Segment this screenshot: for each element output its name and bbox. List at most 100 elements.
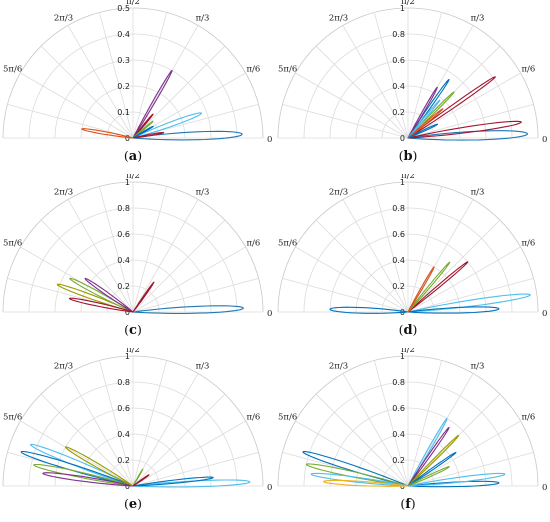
- lobe-line: [132, 112, 202, 139]
- grid-spoke: [342, 373, 409, 487]
- r-tick-label: 1: [400, 352, 405, 361]
- grid-spoke: [407, 219, 501, 313]
- lobe-line: [407, 472, 506, 487]
- lobe-line: [407, 451, 457, 487]
- lobe-line: [310, 472, 409, 487]
- lobe-line: [132, 476, 214, 487]
- r-tick-label: 0.2: [117, 82, 130, 91]
- lobe-line: [407, 108, 444, 139]
- grid-spoke: [132, 246, 246, 313]
- r-tick-label: 0.2: [392, 108, 405, 117]
- grid-spoke: [295, 72, 409, 139]
- grid-spoke: [132, 451, 259, 487]
- angle-label: π/3: [196, 14, 210, 24]
- grid-spoke: [315, 45, 409, 139]
- angle-label: 5π/6: [278, 239, 297, 249]
- angle-label: 2π/3: [329, 188, 348, 198]
- angle-label: π/6: [521, 239, 535, 249]
- grid-spoke: [407, 25, 474, 139]
- lobe-line: [132, 474, 150, 487]
- r-tick-label: 1: [400, 178, 405, 187]
- grid: [2, 7, 264, 139]
- grid-spoke: [295, 246, 409, 313]
- lobe-line: [407, 120, 522, 139]
- lobe-line: [407, 123, 439, 139]
- grid-spoke: [342, 199, 409, 313]
- angle-label: 2π/3: [54, 188, 73, 198]
- lobe-line: [132, 468, 144, 487]
- lobe-line: [81, 128, 134, 139]
- grid-spoke: [407, 246, 521, 313]
- panel-caption: (c): [124, 322, 142, 338]
- lobe-line: [132, 120, 154, 139]
- r-tick-label: 0.2: [392, 282, 405, 291]
- r-tick-label: 0.4: [392, 256, 405, 265]
- grid-spoke: [40, 45, 134, 139]
- lobe-line: [407, 261, 451, 313]
- angle-label: π/6: [246, 413, 260, 423]
- grid-spoke: [132, 12, 168, 139]
- grid-spoke: [40, 219, 134, 313]
- r-tick-label: 0: [125, 134, 130, 143]
- angle-label: 5π/6: [278, 413, 297, 423]
- angle-label: 0: [542, 483, 547, 493]
- lobe-line: [407, 266, 435, 313]
- grid-spoke: [132, 199, 199, 313]
- polar-panel-a: 00.10.20.30.40.50π/6π/3π/22π/35π/6π(a): [0, 0, 275, 174]
- grid-spoke: [407, 420, 521, 487]
- lobe-line: [407, 76, 496, 139]
- lobe-line: [29, 443, 134, 487]
- lobe-line: [132, 113, 154, 139]
- r-tick-label: 0.2: [117, 456, 130, 465]
- r-tick-label: 0.6: [117, 230, 130, 239]
- grid-spoke: [373, 12, 409, 139]
- angle-label: 0: [267, 309, 272, 319]
- grid: [277, 355, 539, 487]
- grid-spoke: [20, 246, 134, 313]
- lobe-line: [132, 125, 154, 139]
- lobe-line: [305, 463, 409, 487]
- lobe-line: [323, 479, 409, 487]
- grid-spoke: [98, 12, 134, 139]
- panel-caption: (a): [124, 148, 142, 164]
- grid: [277, 181, 539, 313]
- grid: [2, 355, 264, 487]
- grid-spoke: [295, 420, 409, 487]
- angle-label: π/6: [521, 413, 535, 423]
- lobe-line: [407, 86, 438, 139]
- lobes: [56, 277, 244, 314]
- angle-label: π/3: [471, 14, 485, 24]
- grid-spoke: [282, 103, 409, 139]
- grid-spoke: [407, 393, 501, 487]
- grid-spoke: [407, 103, 534, 139]
- angle-label: 0: [267, 135, 272, 145]
- lobe-line: [407, 130, 529, 141]
- lobe-line: [20, 450, 134, 487]
- angle-label: π/6: [521, 65, 535, 75]
- lobe-line: [132, 281, 155, 313]
- grid-spoke: [407, 186, 443, 313]
- grid: [277, 7, 539, 139]
- grid-spoke: [132, 25, 199, 139]
- lobe-line: [407, 434, 460, 487]
- lobes: [81, 69, 243, 141]
- r-tick-label: 1: [125, 352, 130, 361]
- lobe-line: [132, 305, 244, 314]
- angle-label: 5π/6: [278, 65, 297, 75]
- grid-spoke: [132, 360, 168, 487]
- r-tick-label: 0.6: [117, 404, 130, 413]
- angle-label: π/2: [126, 174, 140, 181]
- grid-spoke: [342, 25, 409, 139]
- panel-caption: (b): [399, 148, 418, 164]
- grid-spoke: [98, 360, 134, 487]
- angle-label: 2π/3: [329, 14, 348, 24]
- angle-label: π/2: [401, 348, 415, 355]
- grid-spoke: [282, 277, 409, 313]
- grid-spoke: [132, 420, 246, 487]
- grid-spoke: [315, 393, 409, 487]
